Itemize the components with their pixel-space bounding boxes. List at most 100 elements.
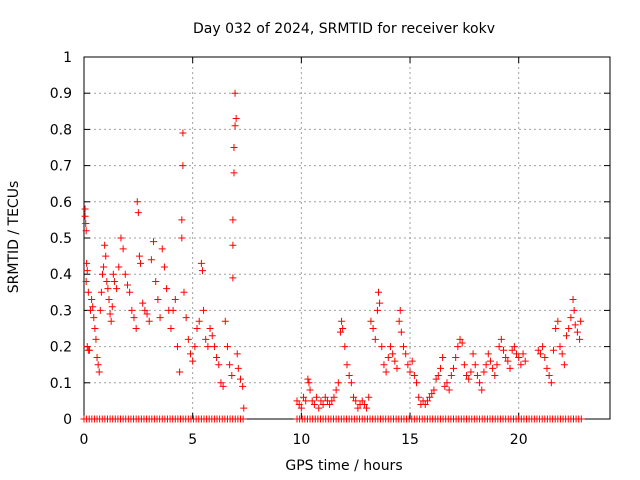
- data-point: [226, 361, 234, 369]
- data-point: [208, 332, 216, 340]
- data-point: [465, 375, 473, 383]
- data-point: [96, 306, 104, 314]
- data-point: [141, 306, 149, 314]
- data-point: [200, 306, 208, 314]
- y-tick-label: 1: [63, 50, 72, 66]
- data-point: [486, 357, 494, 365]
- data-point: [101, 241, 109, 249]
- y-tick-label: 0: [63, 412, 72, 428]
- data-point: [197, 259, 205, 267]
- data-point: [469, 350, 477, 358]
- data-point: [341, 343, 349, 351]
- data-point: [143, 310, 151, 318]
- data-point: [231, 122, 239, 130]
- data-point: [160, 263, 168, 271]
- data-point: [130, 314, 138, 322]
- data-point: [115, 263, 123, 271]
- data-point: [137, 259, 145, 267]
- data-point: [363, 404, 371, 412]
- data-point: [145, 317, 153, 325]
- data-point: [229, 241, 237, 249]
- data-point: [206, 325, 214, 332]
- data-point: [97, 288, 105, 296]
- data-point: [230, 169, 238, 177]
- data-point: [567, 314, 575, 322]
- data-point: [371, 335, 379, 343]
- data-point: [319, 401, 327, 409]
- data-point: [428, 390, 436, 398]
- data-point: [375, 288, 383, 296]
- data-point: [230, 144, 238, 151]
- data-point: [393, 364, 401, 372]
- data-point: [421, 401, 429, 409]
- data-point: [534, 346, 542, 354]
- data-point: [117, 234, 125, 242]
- data-point: [515, 353, 523, 361]
- data-point: [510, 343, 518, 351]
- data-point: [233, 350, 241, 358]
- data-point: [328, 397, 336, 405]
- data-point: [134, 209, 142, 217]
- y-tick-label: 0.8: [50, 122, 72, 138]
- data-point: [121, 270, 129, 278]
- data-point: [360, 401, 368, 409]
- data-point: [430, 386, 438, 394]
- data-point: [441, 382, 449, 390]
- data-point: [369, 325, 377, 332]
- data-point: [560, 361, 568, 369]
- data-point: [547, 379, 555, 387]
- data-point: [158, 245, 166, 253]
- data-point: [493, 361, 501, 369]
- data-point: [569, 296, 577, 304]
- data-point: [306, 386, 314, 394]
- data-point: [132, 325, 140, 332]
- data-point: [358, 397, 366, 405]
- data-point: [476, 379, 484, 387]
- data-point: [539, 343, 547, 351]
- data-point: [447, 372, 455, 380]
- data-point: [85, 346, 93, 354]
- data-point: [239, 415, 247, 423]
- data-points: [80, 89, 585, 423]
- data-point: [228, 372, 236, 380]
- data-point: [384, 353, 392, 361]
- data-point: [460, 361, 468, 369]
- data-point: [191, 343, 199, 351]
- data-point: [133, 198, 141, 206]
- data-point: [221, 317, 229, 325]
- data-point: [83, 259, 91, 267]
- data-point: [231, 89, 239, 97]
- data-point: [295, 401, 303, 409]
- data-point: [232, 115, 240, 123]
- data-point: [495, 343, 503, 351]
- data-point: [554, 317, 562, 325]
- data-point: [452, 353, 460, 361]
- data-point: [215, 361, 223, 369]
- data-point: [517, 361, 525, 369]
- data-point: [330, 393, 338, 401]
- data-point: [179, 162, 187, 170]
- data-point: [95, 368, 103, 376]
- data-point: [219, 382, 227, 390]
- data-point: [408, 357, 416, 365]
- data-point: [229, 216, 237, 224]
- data-point: [304, 375, 312, 383]
- data-point: [338, 317, 346, 325]
- data-point: [563, 332, 571, 340]
- data-point: [565, 325, 573, 332]
- data-point: [217, 379, 225, 387]
- data-point: [365, 393, 373, 401]
- data-point: [382, 368, 390, 376]
- data-point: [471, 361, 479, 369]
- data-point: [103, 277, 111, 285]
- x-axis-label: GPS time / hours: [285, 458, 402, 474]
- data-point: [308, 397, 316, 405]
- data-point: [576, 335, 584, 343]
- data-point: [171, 296, 179, 304]
- data-point: [300, 393, 308, 401]
- data-point: [169, 306, 177, 314]
- data-point: [386, 343, 394, 351]
- y-tick-label: 0.4: [50, 267, 72, 283]
- data-point: [152, 277, 160, 285]
